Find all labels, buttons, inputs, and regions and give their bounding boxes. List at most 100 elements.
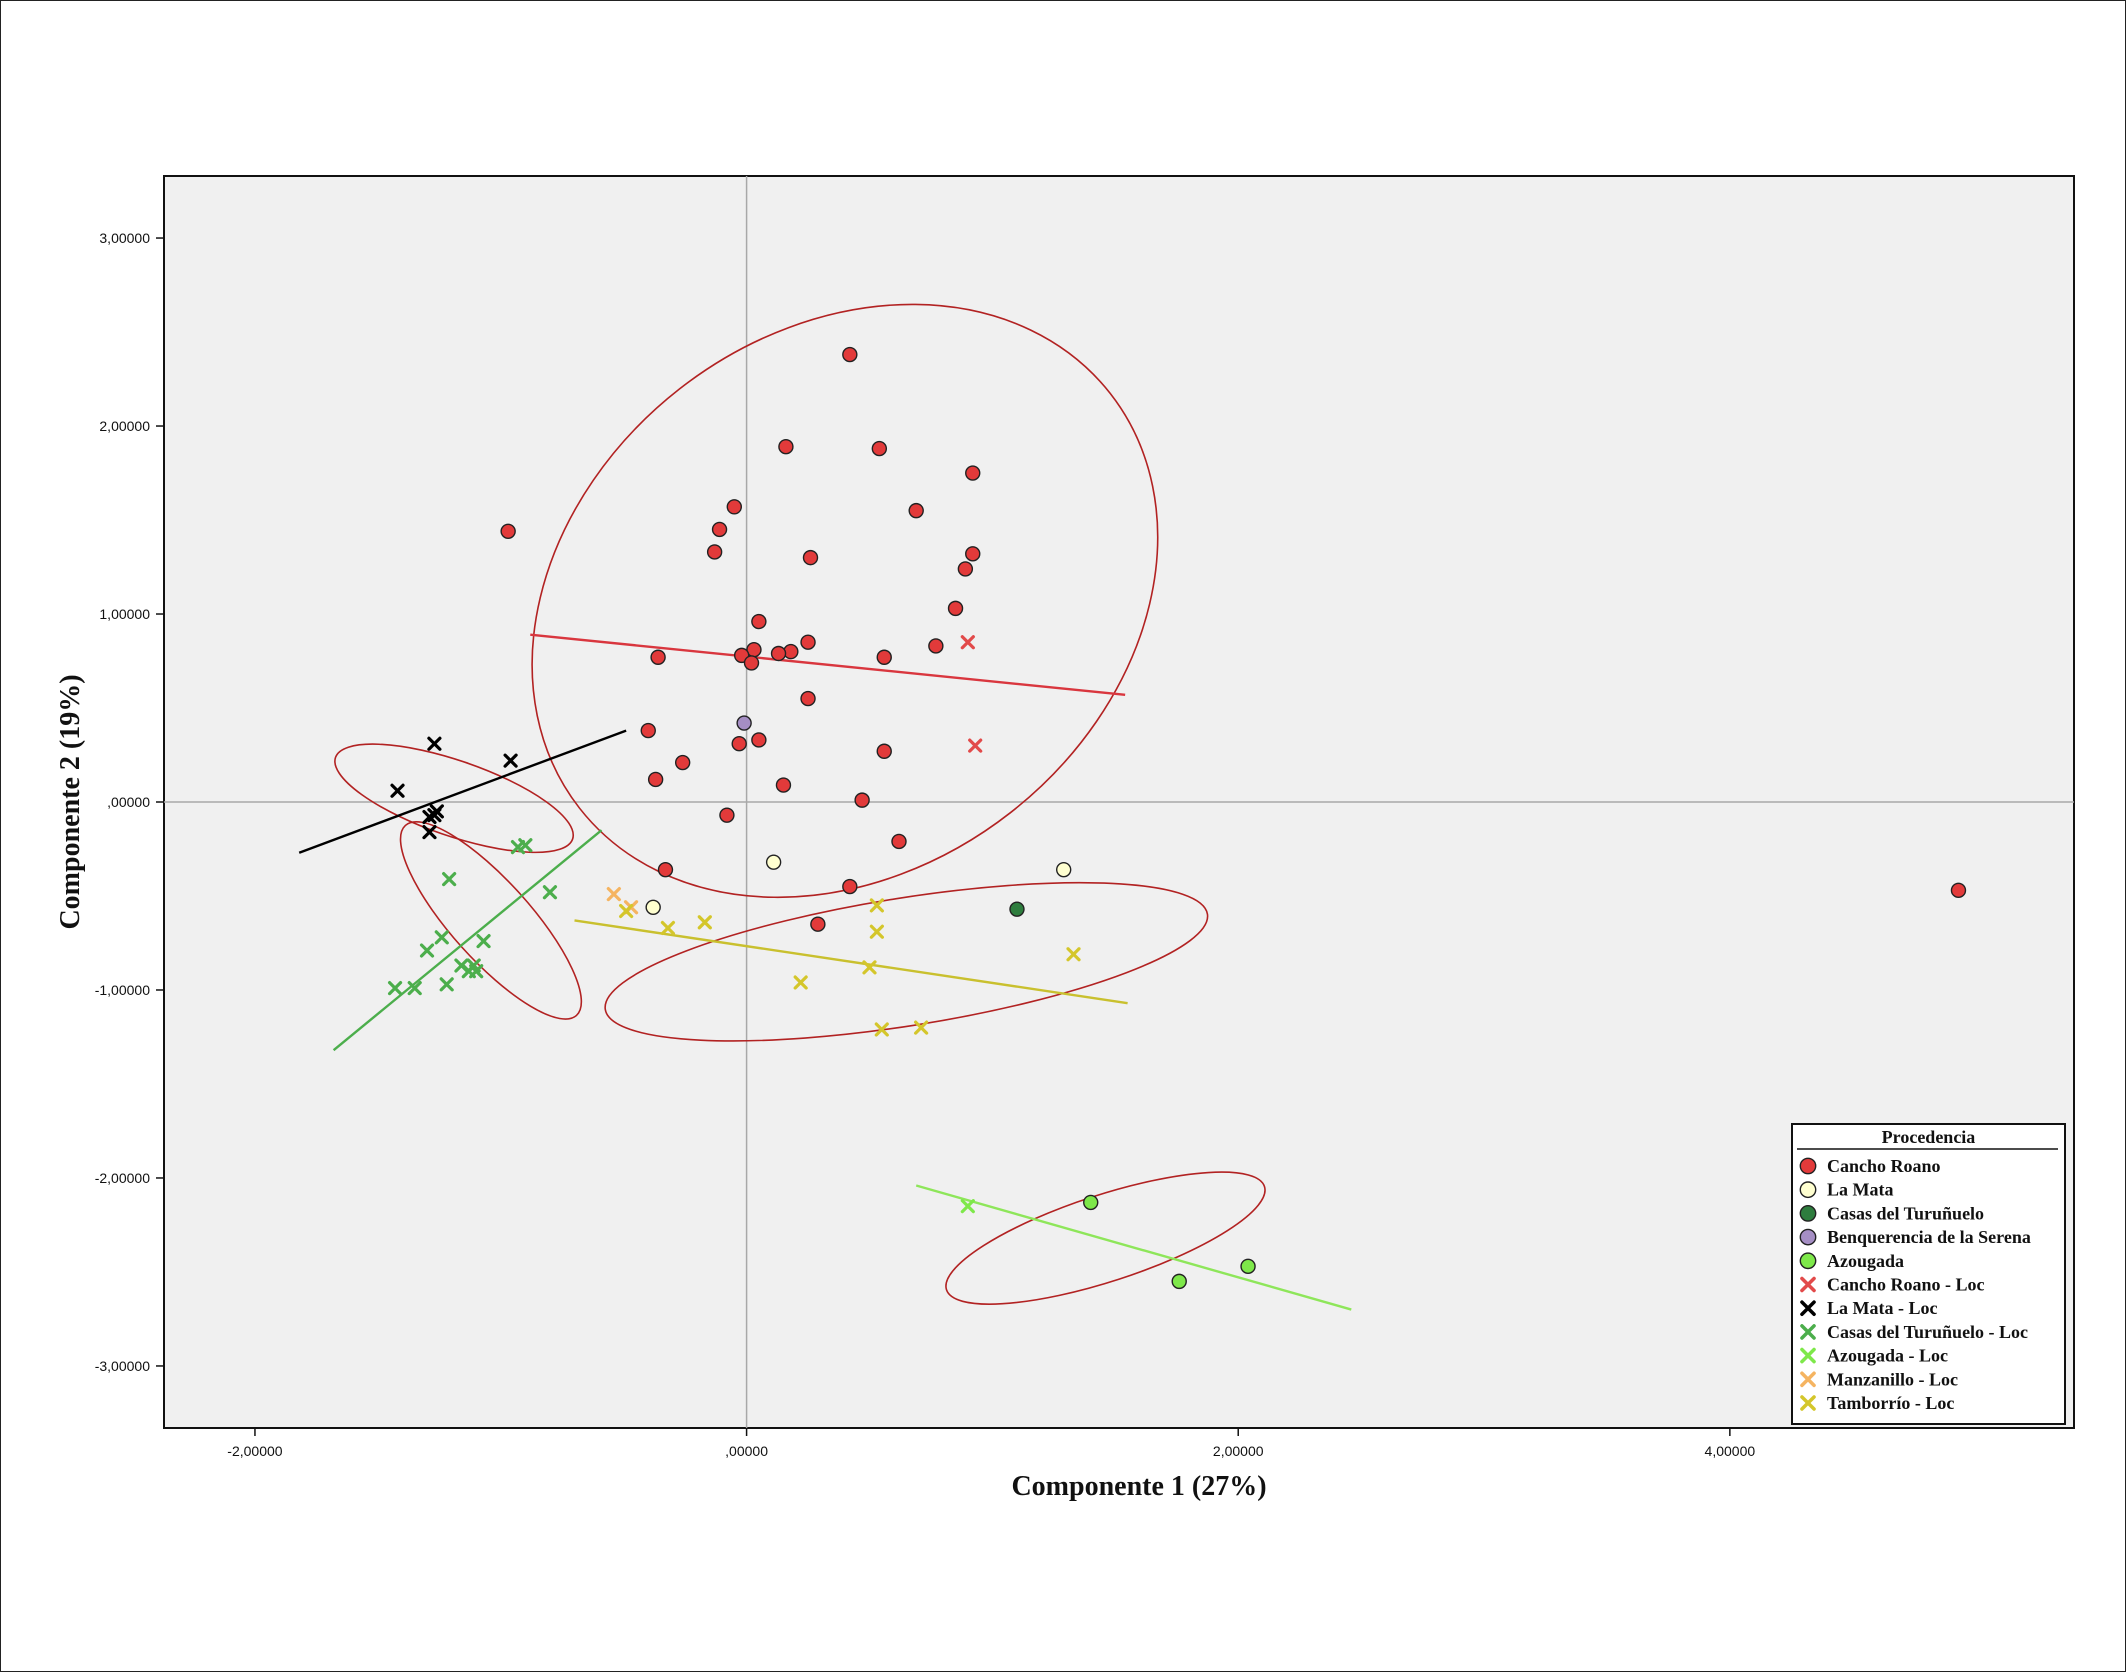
point-s11-10 <box>874 1022 889 1037</box>
legend-marker-1 <box>1799 1157 1817 1175</box>
fit-line-5 <box>915 1184 1352 1311</box>
point-s11-7 <box>862 960 877 975</box>
point-s1-19 <box>770 645 787 662</box>
legend-marker-7-stroke-b <box>1800 1300 1816 1317</box>
point-s1-6 <box>908 502 924 519</box>
point-s1-27 <box>731 736 747 752</box>
point-s8-8-stroke-b <box>454 958 469 973</box>
point-s1-12 <box>957 561 974 577</box>
point-s1-37 <box>810 916 826 932</box>
point-s1-35 <box>657 861 674 878</box>
point-s1-29 <box>674 754 691 771</box>
point-s6-1 <box>960 635 975 650</box>
point-s7-7 <box>422 824 437 840</box>
point-s1-13 <box>947 600 964 617</box>
legend-marker-6-stroke-b <box>1800 1276 1816 1293</box>
point-s1-34 <box>891 833 907 850</box>
point-s1-23 <box>743 655 760 671</box>
series-5 <box>1083 1194 1256 1290</box>
legend-marker-8-stroke-b <box>1800 1324 1816 1340</box>
point-s7-3 <box>390 783 405 798</box>
series-7 <box>390 736 518 840</box>
legend-marker-6 <box>1800 1276 1816 1293</box>
point-s8-11 <box>461 964 476 979</box>
fit-lines <box>298 633 1352 1311</box>
point-s3-1 <box>1009 901 1025 917</box>
fit-line-3 <box>332 829 603 1052</box>
point-s11-1-stroke-b <box>869 898 884 913</box>
legend-marker-4 <box>1799 1228 1817 1246</box>
series-9 <box>960 1199 975 1214</box>
legend-label-5: Azougada <box>1827 1251 1904 1271</box>
point-s1-5 <box>726 499 742 515</box>
point-s7-2-stroke-b <box>503 753 518 768</box>
point-s1-15 <box>800 634 816 650</box>
legend-marker-11 <box>1800 1395 1816 1411</box>
point-s1-16 <box>928 638 944 654</box>
point-s11-8-stroke-b <box>793 975 808 990</box>
point-s8-7-stroke-b <box>419 943 435 958</box>
y-tick-label-6: -2,00000 <box>95 1170 150 1186</box>
point-s11-4-stroke-b <box>660 920 676 936</box>
legend-label-11: Tamborrío - Loc <box>1827 1393 1954 1413</box>
legend-marker-10-stroke-b <box>1800 1371 1816 1388</box>
point-s11-1 <box>869 898 884 913</box>
y-tick-label-4: ,00000 <box>107 794 150 810</box>
point-s2-2 <box>1055 861 1072 878</box>
legend-title: Procedencia <box>1882 1127 1976 1147</box>
y-tick-label-3: 1,00000 <box>99 606 150 622</box>
legend-marker-8 <box>1800 1324 1816 1340</box>
point-s7-3-stroke-b <box>390 783 405 798</box>
x-tick-label-4: 4,00000 <box>1705 1443 1756 1459</box>
legend-label-2: La Mata <box>1827 1180 1894 1200</box>
legend-label-6: Cancho Roano - Loc <box>1827 1275 1985 1295</box>
point-s1-10 <box>965 546 981 562</box>
series-11 <box>619 898 1081 1037</box>
point-s8-14 <box>387 981 403 996</box>
point-s1-7 <box>711 521 728 538</box>
legend-label-8: Casas del Turuñuelo - Loc <box>1827 1322 2028 1342</box>
point-s8-7 <box>419 943 435 958</box>
legend-marker-3 <box>1799 1205 1817 1222</box>
legend-label-7: La Mata - Loc <box>1827 1298 1937 1318</box>
point-s8-13-stroke-b <box>407 981 422 996</box>
x-tick-label-3: 2,00000 <box>1213 1443 1264 1459</box>
point-s9-1-stroke-b <box>960 1199 975 1214</box>
point-s8-2 <box>510 840 526 855</box>
x-axis-ticks: -2,00000 ,00000 2,00000 4,00000 <box>227 1428 1755 1459</box>
point-s8-11-stroke-b <box>461 964 476 979</box>
legend-label-10: Manzanillo - Loc <box>1827 1369 1958 1389</box>
point-s8-4-stroke-b <box>542 885 558 900</box>
point-s7-1-stroke-b <box>427 736 442 751</box>
point-s11-5-stroke-b <box>869 924 884 939</box>
point-s11-9-stroke-b <box>914 1020 929 1035</box>
reference-lines <box>164 176 2074 1428</box>
point-s1-25 <box>640 722 656 739</box>
legend-marker-10 <box>1800 1371 1816 1388</box>
series-6 <box>960 635 983 753</box>
x-axis-title: Componente 1 (27%) <box>1011 1471 1266 1502</box>
point-s11-7-stroke-b <box>862 960 877 975</box>
point-s8-13 <box>407 981 422 996</box>
point-s11-5 <box>869 924 884 939</box>
legend-marker-2 <box>1799 1181 1817 1199</box>
x-tick-label-2: ,00000 <box>725 1443 768 1459</box>
point-s1-26 <box>751 732 767 748</box>
point-s1-30 <box>647 771 664 788</box>
point-s2-1 <box>765 854 782 870</box>
legend: Procedencia Cancho Roano La Mata Casas del … <box>1791 1123 2066 1425</box>
point-s1-24 <box>800 690 816 707</box>
point-s1-4 <box>965 465 981 481</box>
point-s1-1 <box>842 346 858 363</box>
point-s6-2 <box>968 738 983 753</box>
legend-label-3: Casas del Turuñuelo <box>1827 1203 1984 1223</box>
point-s1-14 <box>751 613 767 630</box>
y-tick-label-1: 3,00000 <box>99 230 150 246</box>
group-ellipse-1 <box>531 303 1159 899</box>
point-s8-6-stroke-b <box>476 934 491 949</box>
series-4 <box>736 715 752 731</box>
legend-marker-11-stroke-b <box>1800 1395 1816 1411</box>
point-s1-36 <box>842 878 858 895</box>
